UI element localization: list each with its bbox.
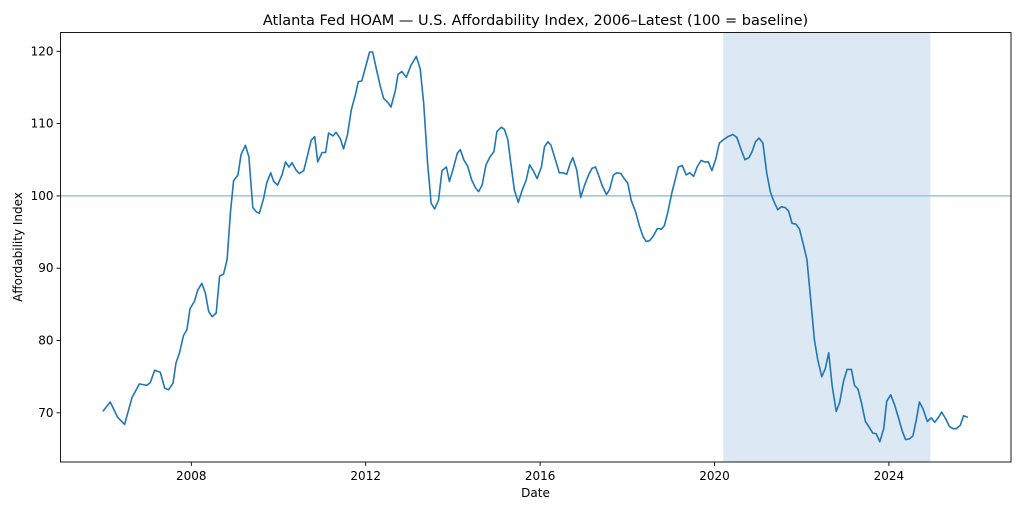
x-tick-label: 2020: [699, 469, 730, 483]
x-axis-label: Date: [521, 486, 550, 500]
series-line-affordability-index: [102, 51, 969, 443]
y-tick-label: 90: [38, 261, 53, 275]
y-tick-label: 70: [38, 406, 53, 420]
x-tick-label: 2012: [350, 469, 381, 483]
plot-frame: [60, 32, 1012, 463]
x-tick-label: 2008: [176, 469, 207, 483]
x-tick-label: 2024: [874, 469, 905, 483]
y-axis-label: Affordability Index: [11, 192, 25, 302]
y-tick-label: 120: [31, 44, 54, 58]
chart-title: Atlanta Fed HOAM — U.S. Affordability In…: [263, 13, 808, 29]
x-tick-label: 2016: [525, 469, 556, 483]
shaded-region: [723, 32, 931, 462]
y-tick-label: 80: [38, 334, 53, 348]
y-tick-label: 100: [31, 189, 54, 203]
y-tick-label: 110: [31, 117, 54, 131]
